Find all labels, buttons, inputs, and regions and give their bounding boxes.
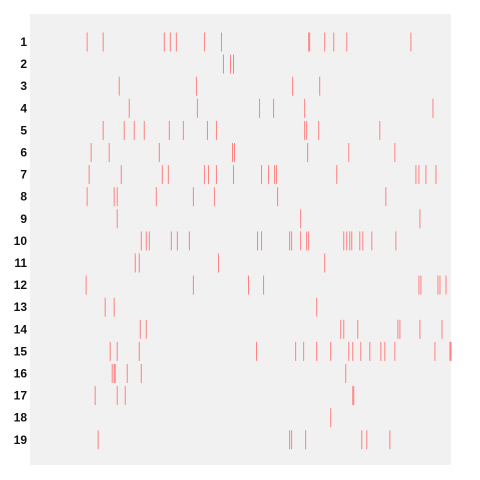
row-label: 9 bbox=[20, 212, 27, 226]
row-label: 11 bbox=[14, 256, 27, 270]
row-label: 14 bbox=[14, 322, 28, 336]
row-label: 12 bbox=[14, 278, 28, 292]
raster-row-18: 18 bbox=[14, 408, 332, 428]
raster-row-16: 16 bbox=[14, 364, 347, 383]
row-label: 3 bbox=[20, 79, 27, 93]
row-label: 10 bbox=[14, 234, 28, 248]
raster-row-6: 6 bbox=[20, 143, 396, 162]
row-label: 2 bbox=[20, 57, 27, 71]
row-label: 5 bbox=[20, 123, 27, 137]
raster-row-10: 10 bbox=[14, 231, 397, 251]
row-label: 19 bbox=[14, 433, 28, 447]
raster-row-8: 8 bbox=[20, 187, 387, 207]
raster-row-17: 17 bbox=[14, 386, 355, 406]
raster-row-7: 7 bbox=[20, 165, 437, 185]
row-label: 15 bbox=[14, 344, 28, 358]
raster-row-15: 15 bbox=[14, 341, 452, 361]
row-label: 8 bbox=[20, 190, 27, 204]
raster-row-13: 13 bbox=[14, 297, 318, 317]
row-label: 4 bbox=[20, 101, 27, 115]
raster-row-3: 3 bbox=[20, 76, 321, 96]
raster-row-14: 14 bbox=[14, 319, 443, 339]
row-label: 18 bbox=[14, 411, 28, 425]
raster-row-1: 1 bbox=[20, 32, 412, 52]
raster-row-12: 12 bbox=[14, 275, 447, 295]
row-label: 17 bbox=[14, 389, 28, 403]
raster-row-5: 5 bbox=[20, 120, 381, 140]
row-label: 16 bbox=[14, 367, 28, 381]
row-label: 1 bbox=[20, 35, 27, 49]
raster-row-9: 9 bbox=[20, 209, 421, 229]
raster-row-11: 11 bbox=[14, 253, 326, 273]
raster-row-4: 4 bbox=[20, 98, 434, 118]
raster-row-19: 19 bbox=[14, 430, 391, 450]
row-label: 6 bbox=[20, 146, 27, 160]
row-label: 13 bbox=[14, 300, 28, 314]
row-label: 7 bbox=[20, 168, 27, 182]
plot-panel bbox=[30, 14, 451, 465]
raster-row-2: 2 bbox=[20, 54, 234, 74]
